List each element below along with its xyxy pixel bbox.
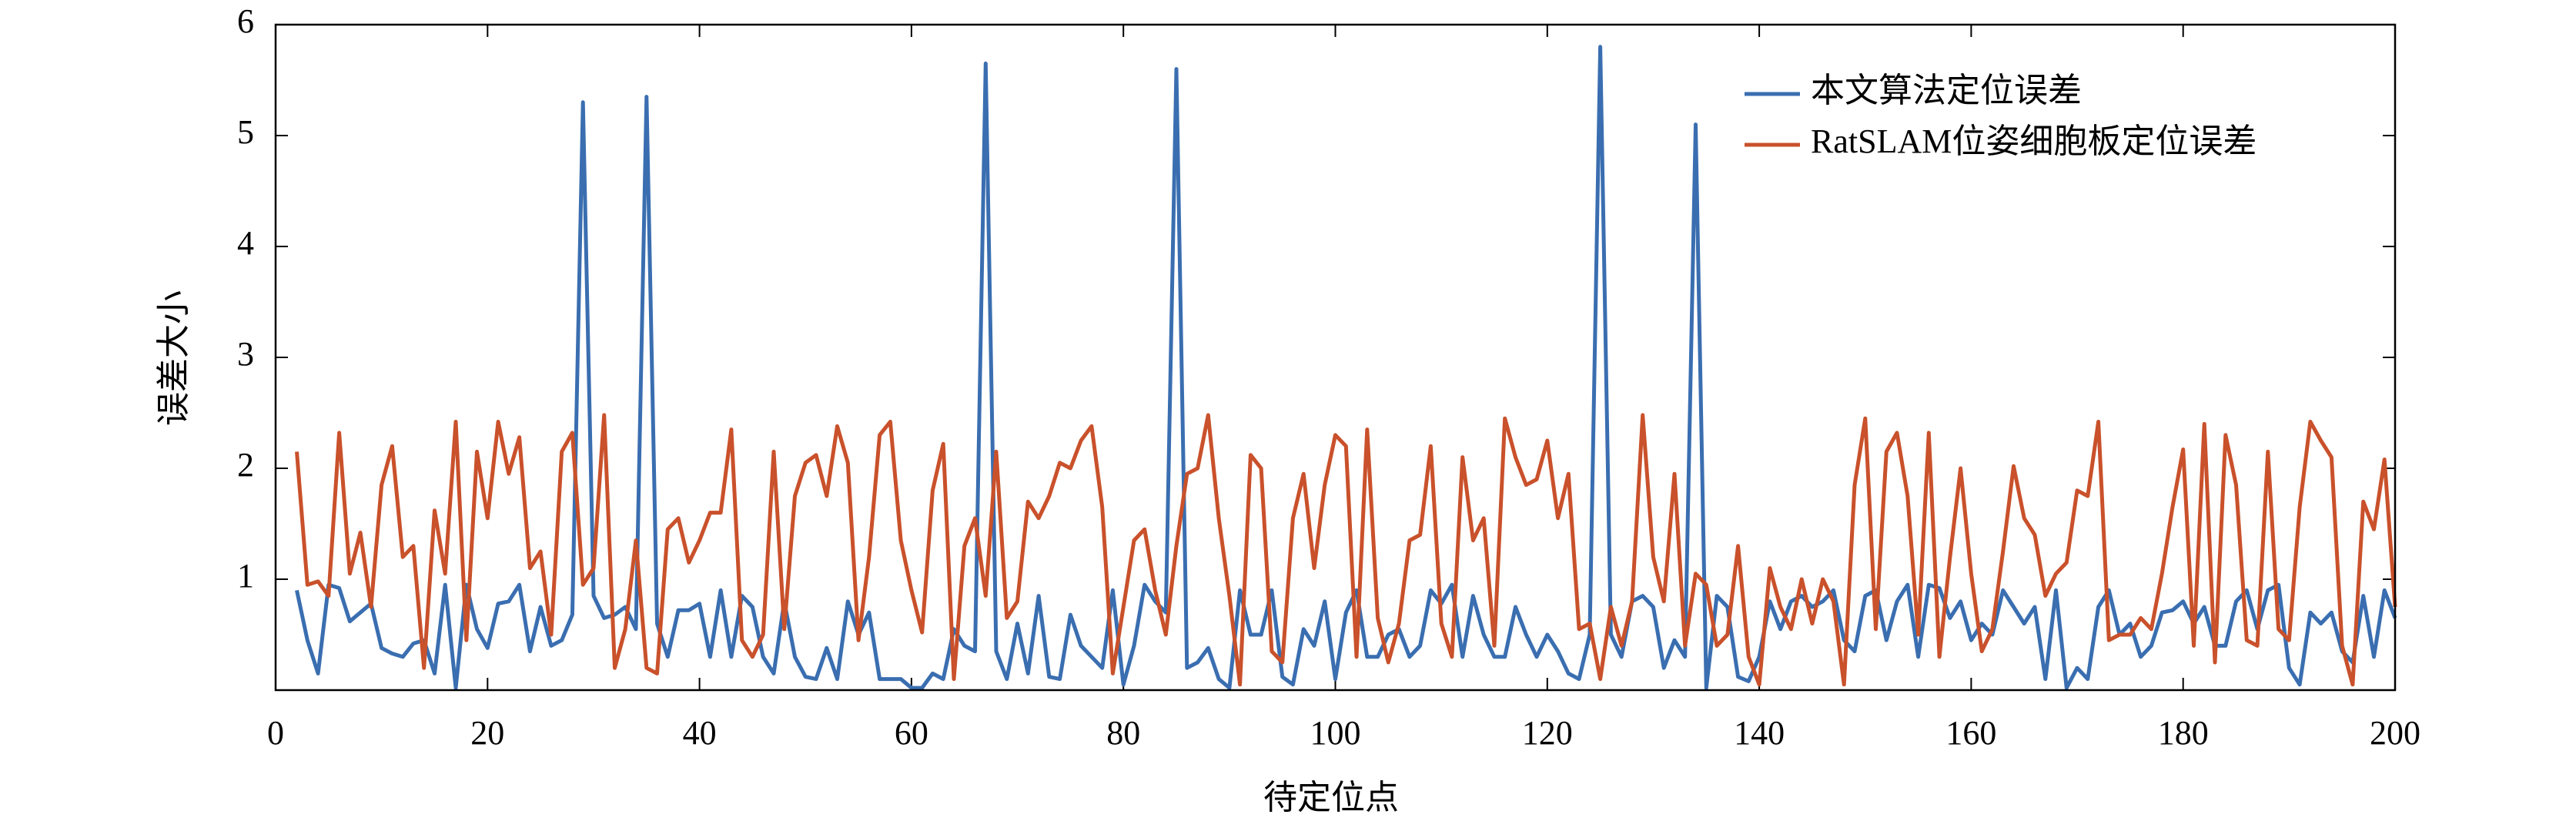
x-axis-label: 待定位点 (1263, 779, 1399, 816)
legend-label: 本文算法定位误差 (1811, 72, 2082, 109)
x-tick-label: 100 (1310, 714, 1361, 752)
plot-frame (274, 23, 2397, 692)
y-tick-label: 3 (237, 335, 254, 373)
y-axis-label: 误差大小 (155, 290, 192, 426)
y-tick-label: 6 (237, 2, 254, 40)
legend-label: RatSLAM位姿细胞板定位误差 (1811, 122, 2257, 160)
x-tick-label: 0 (267, 714, 284, 752)
x-tick-label: 180 (2158, 714, 2209, 752)
y-tick-label: 2 (237, 446, 254, 484)
x-tick-label: 40 (683, 714, 717, 752)
y-tick-label: 5 (237, 113, 254, 151)
x-tick-label: 140 (1734, 714, 1785, 752)
y-tick-label: 4 (237, 224, 254, 262)
x-tick-label: 20 (470, 714, 504, 752)
x-tick-label: 160 (1945, 714, 1996, 752)
x-tick-label: 120 (1522, 714, 1573, 752)
series-line (295, 413, 2397, 687)
y-tick-label: 1 (237, 557, 254, 595)
x-tick-label: 60 (895, 714, 928, 752)
series-line (295, 45, 2397, 690)
x-tick-label: 200 (2370, 714, 2420, 752)
x-tick-label: 80 (1106, 714, 1140, 752)
